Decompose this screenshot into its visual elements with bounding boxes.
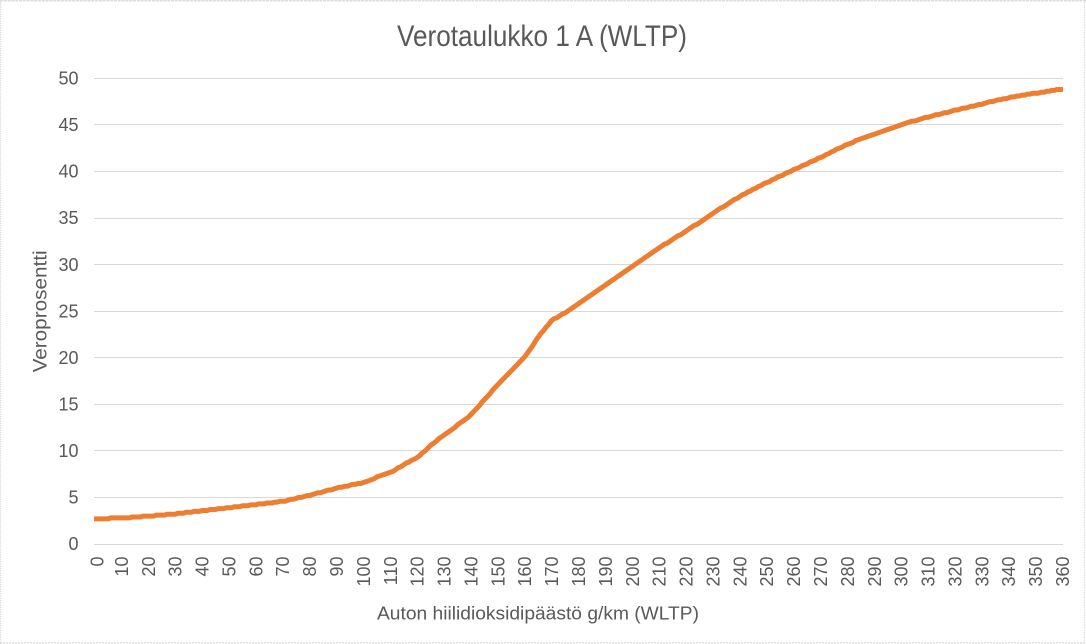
svg-text:40: 40 [193, 557, 213, 577]
svg-text:260: 260 [784, 557, 804, 587]
svg-text:100: 100 [354, 557, 374, 587]
svg-text:230: 230 [703, 557, 723, 587]
svg-text:0: 0 [88, 557, 108, 567]
svg-text:180: 180 [569, 557, 589, 587]
svg-text:340: 340 [999, 557, 1019, 587]
svg-text:240: 240 [730, 557, 750, 587]
svg-text:50: 50 [58, 69, 78, 89]
svg-text:280: 280 [838, 557, 858, 587]
svg-text:30: 30 [58, 255, 78, 275]
svg-text:5: 5 [68, 488, 78, 508]
svg-text:310: 310 [919, 557, 939, 587]
svg-text:90: 90 [327, 557, 347, 577]
svg-text:15: 15 [58, 395, 78, 415]
svg-text:300: 300 [892, 557, 912, 587]
svg-text:120: 120 [408, 557, 428, 587]
svg-text:270: 270 [811, 557, 831, 587]
svg-text:45: 45 [58, 115, 78, 135]
svg-text:290: 290 [865, 557, 885, 587]
svg-text:35: 35 [58, 208, 78, 228]
svg-text:25: 25 [58, 301, 78, 321]
svg-text:Auton hiilidioksidipäästö g/km: Auton hiilidioksidipäästö g/km (WLTP) [377, 602, 699, 623]
svg-text:10: 10 [58, 441, 78, 461]
svg-text:200: 200 [623, 557, 643, 587]
svg-text:Verotaulukko 1 A (WLTP): Verotaulukko 1 A (WLTP) [397, 20, 687, 53]
svg-text:40: 40 [58, 162, 78, 182]
svg-text:50: 50 [219, 557, 239, 577]
svg-text:20: 20 [139, 557, 159, 577]
svg-text:360: 360 [1053, 557, 1073, 587]
svg-text:210: 210 [650, 557, 670, 587]
svg-text:170: 170 [542, 557, 562, 587]
svg-text:70: 70 [273, 557, 293, 577]
svg-text:140: 140 [461, 557, 481, 587]
svg-text:320: 320 [945, 557, 965, 587]
svg-text:80: 80 [300, 557, 320, 577]
svg-text:250: 250 [757, 557, 777, 587]
svg-text:20: 20 [58, 348, 78, 368]
svg-text:150: 150 [488, 557, 508, 587]
svg-text:350: 350 [1026, 557, 1046, 587]
svg-text:330: 330 [972, 557, 992, 587]
svg-text:Veroprosentti: Veroprosentti [30, 250, 51, 372]
svg-text:220: 220 [677, 557, 697, 587]
svg-text:130: 130 [435, 557, 455, 587]
svg-text:190: 190 [596, 557, 616, 587]
svg-text:10: 10 [112, 557, 132, 577]
svg-text:30: 30 [166, 557, 186, 577]
svg-text:160: 160 [515, 557, 535, 587]
svg-text:110: 110 [381, 557, 401, 586]
svg-text:0: 0 [68, 534, 78, 554]
svg-text:60: 60 [246, 557, 266, 577]
